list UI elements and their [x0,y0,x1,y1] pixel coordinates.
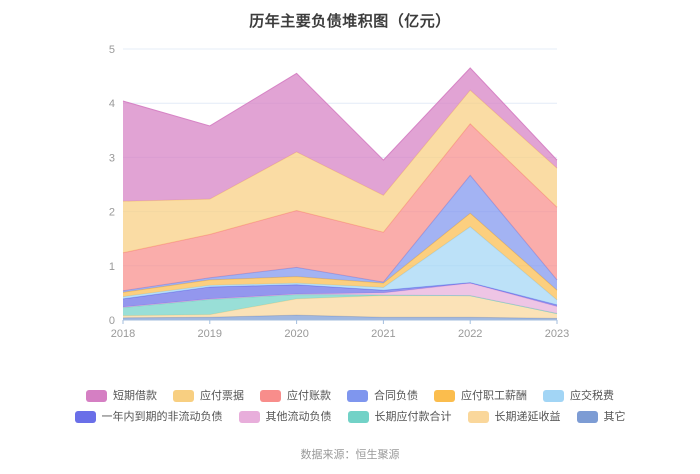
area-应付账款 [123,123,557,291]
area-长期应付款合计 [123,294,557,316]
y-tick-label-3: 3 [109,152,115,164]
y-tick-label-4: 4 [109,98,115,110]
legend-item-长期应付款合计[interactable]: 长期应付款合计 [347,410,452,424]
area-应交税费 [123,226,557,305]
legend-swatch-icon [74,411,96,423]
area-短期借款 [123,67,557,202]
x-tick-label-2022: 2022 [458,328,482,340]
legend-swatch-icon [86,390,107,402]
legend-swatch-icon [347,390,368,402]
legend-label: 应付职工薪酬 [461,390,527,402]
legend-swatch-icon [576,411,598,423]
legend-label: 合同负债 [374,390,418,402]
legend-label: 应付账款 [287,390,331,402]
area-其他流动负债 [123,283,557,314]
area-应付职工薪酬 [123,213,557,300]
legend-item-长期递延收益[interactable]: 长期递延收益 [467,410,561,424]
legend-label: 应交税费 [570,390,614,402]
x-tick-label-2019: 2019 [198,328,222,340]
stacked-area-chart: 0 1 2 3 4 5 2018 2019 2020 2021 2022 2023 [109,44,569,340]
legend-swatch-icon [467,411,489,423]
area-top-line-其他流动负债 [122,282,558,308]
legend-label: 短期借款 [113,390,157,402]
legend-swatch-icon [347,411,369,423]
legend-item-合同负债[interactable]: 合同负债 [347,389,418,403]
legend-label: 其它 [603,411,626,423]
legend-swatch-icon [238,411,260,423]
x-tick-label-2023: 2023 [545,328,569,340]
data-source-label: 数据来源：恒生聚源 [300,449,400,461]
legend-swatch-icon [173,390,194,402]
legend-item-其他流动负债[interactable]: 其他流动负债 [238,410,332,424]
legend-label: 长期递延收益 [494,411,561,423]
legend-row-2: 一年内到期的非流动负债 其他流动负债 长期应付款合计 长期递延收益 其它 [0,410,700,424]
legend-swatch-icon [260,390,281,402]
legend-item-一年内到期的非流动负债[interactable]: 一年内到期的非流动负债 [74,410,223,424]
y-tick-label-1: 1 [109,261,115,273]
x-tick-label-2018: 2018 [111,328,135,340]
legend-item-其它[interactable]: 其它 [576,410,626,424]
legend-item-应交税费[interactable]: 应交税费 [543,389,614,403]
legend-label: 一年内到期的非流动负债 [101,411,223,423]
legend-label: 长期应付款合计 [374,411,452,423]
area-合同负债 [123,175,557,293]
legend-swatch-icon [434,390,455,402]
area-其它 [123,315,557,320]
legend-label: 其他流动负债 [265,411,332,423]
y-tick-label-0: 0 [109,315,115,327]
legend-item-应付票据[interactable]: 应付票据 [173,389,244,403]
chart-legend: 短期借款 应付票据 应付账款 合同负债 应付职工薪酬 应交税费一年内到期的非流动负债 其他流… [0,389,700,424]
chart-title: 历年主要负债堆积图（亿元） [249,13,451,30]
y-tick-label-5: 5 [109,44,115,56]
legend-swatch-icon [543,390,564,402]
area-应付票据 [123,90,557,253]
legend-item-应付职工薪酬[interactable]: 应付职工薪酬 [434,389,527,403]
legend-label: 应付票据 [200,390,244,402]
area-一年内到期的非流动负债 [123,282,557,307]
legend-item-应付账款[interactable]: 应付账款 [260,389,331,403]
legend-row-1: 短期借款 应付票据 应付账款 合同负债 应付职工薪酬 应交税费 [0,389,700,403]
x-tick-label-2021: 2021 [371,328,395,340]
area-长期递延收益 [123,295,557,319]
x-tick-label-2020: 2020 [284,328,308,340]
y-tick-label-2: 2 [109,207,115,219]
area-top-line-短期借款 [122,67,558,161]
legend-item-短期借款[interactable]: 短期借款 [86,389,157,403]
